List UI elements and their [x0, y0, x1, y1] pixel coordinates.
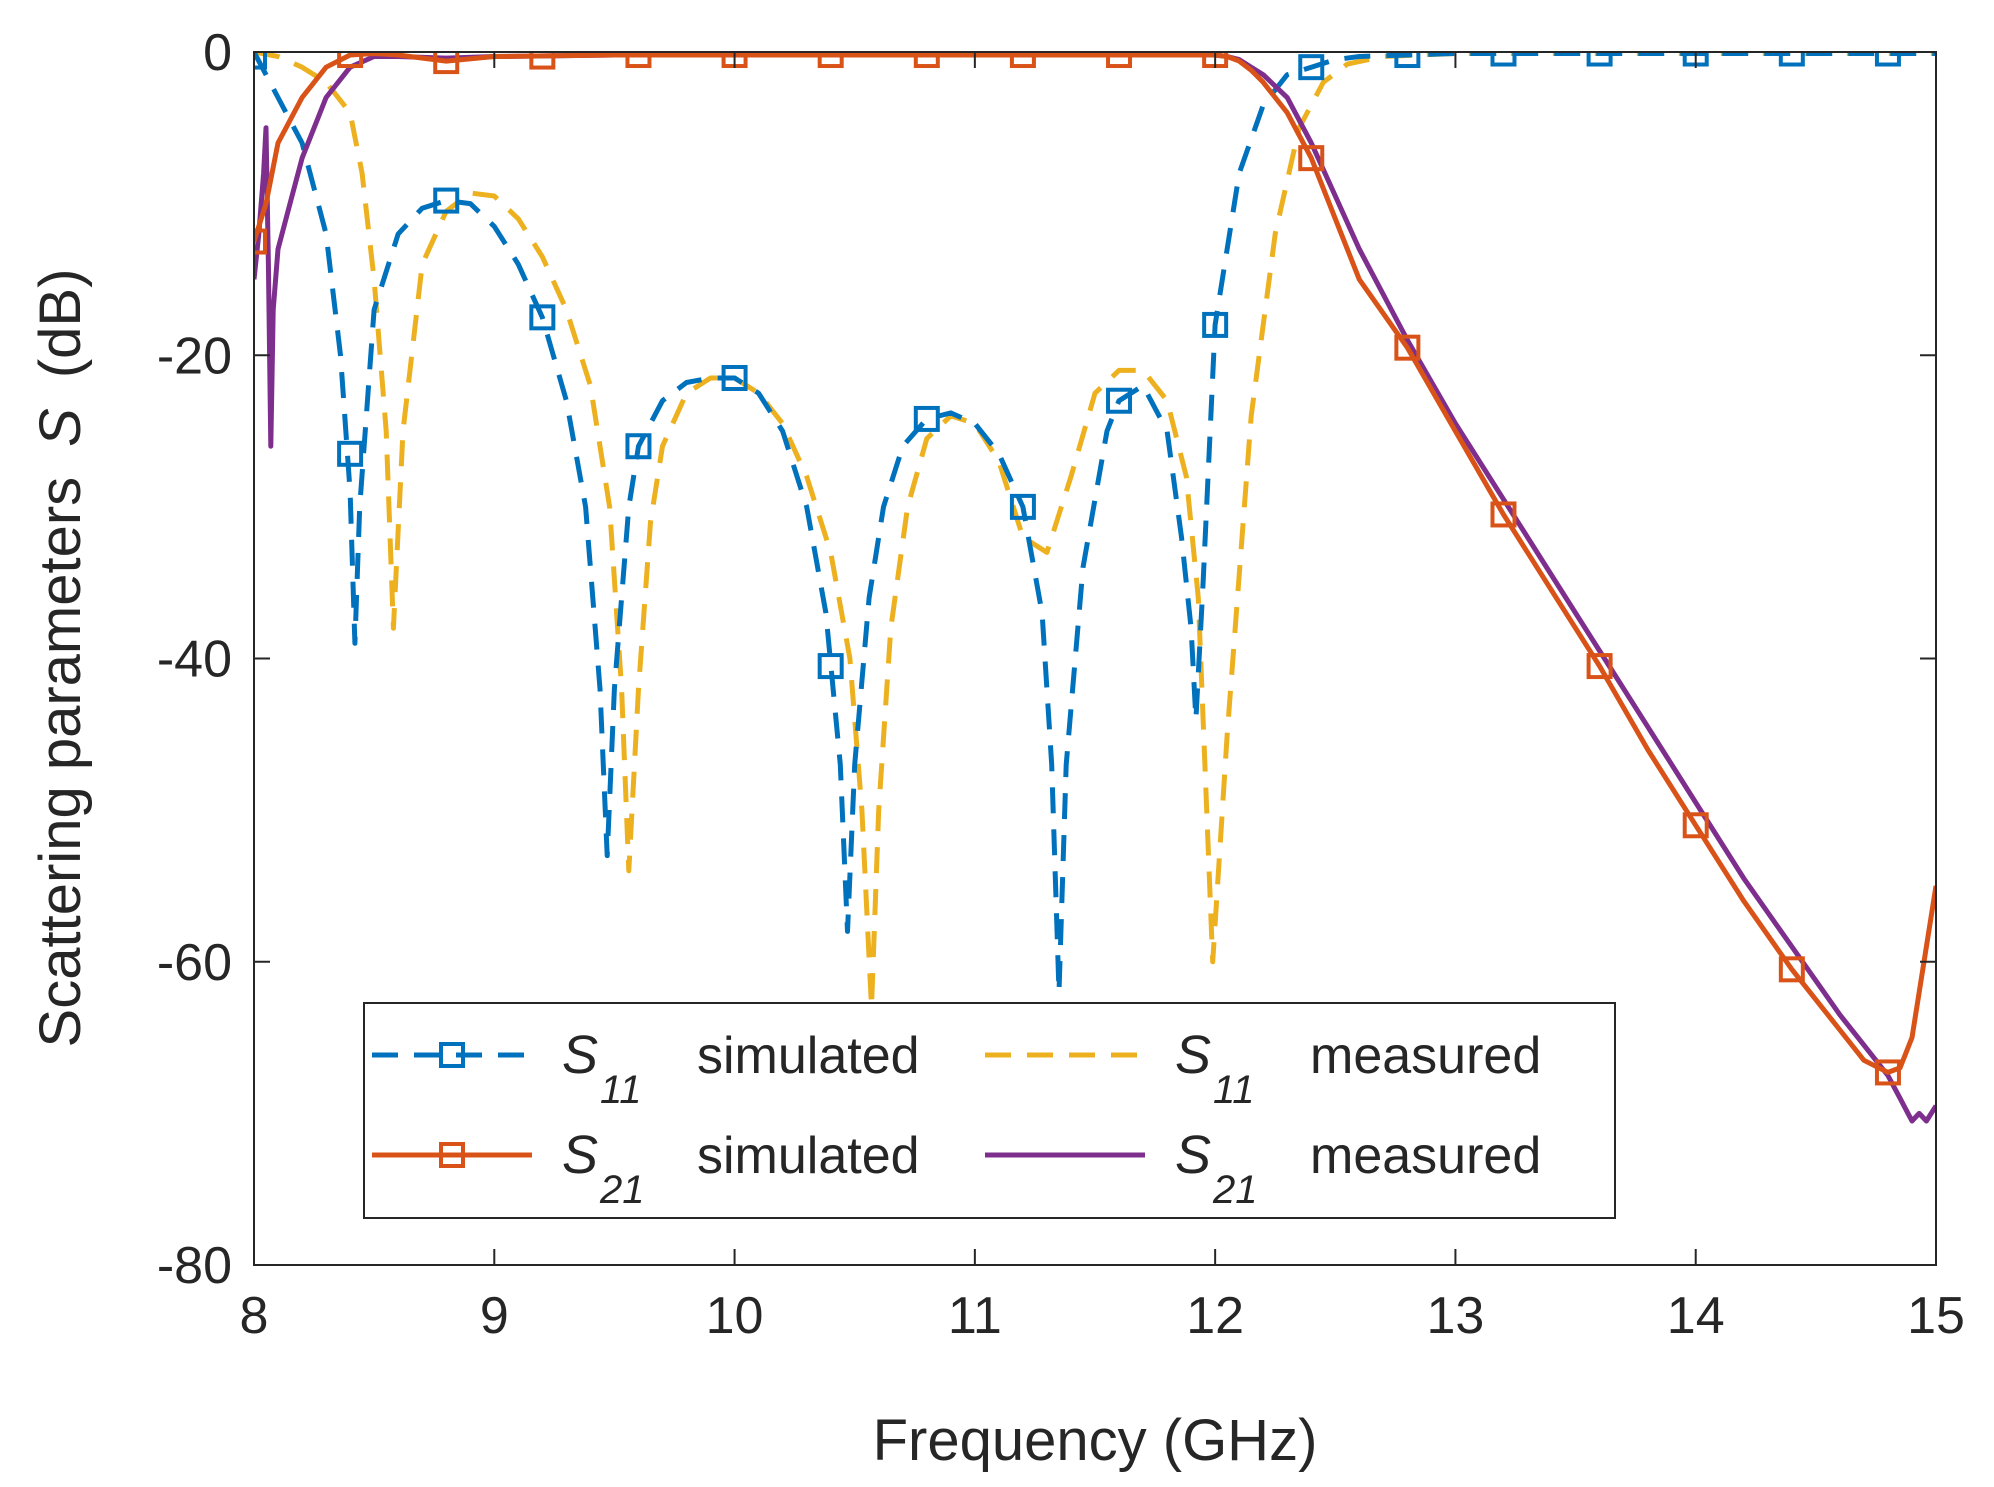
y-tick-label: -80 — [157, 1237, 232, 1295]
series-marker-s11-simulated — [254, 52, 267, 70]
y-axis-title-symbol: S — [28, 408, 93, 447]
x-tick-label: 15 — [1907, 1287, 1965, 1345]
y-axis-title: Scattering parameters S (dB) — [28, 269, 93, 1048]
legend-marker-s21-simulated — [439, 1142, 465, 1168]
y-tick-label: 0 — [203, 24, 232, 82]
tick-labels: 8 9 10 11 12 13 14 15 0 -20 -40 -60 -80 — [157, 24, 1965, 1345]
series-marker-s21-simulated — [254, 228, 267, 255]
x-tick-label: 14 — [1667, 1287, 1725, 1345]
series-marker-s21-simulated — [433, 52, 460, 75]
x-tick-label: 10 — [706, 1287, 764, 1345]
legend-subscript: 11 — [600, 1068, 642, 1112]
y-axis-title-unit: (dB) — [28, 269, 93, 379]
series-marker-s11-simulated — [433, 187, 460, 214]
series-marker-s11-simulated — [1202, 311, 1229, 338]
series-marker-s21-simulated — [1490, 501, 1517, 528]
legend-desc: simulated — [697, 1127, 920, 1185]
series-marker-s11-simulated — [529, 304, 556, 331]
x-axis-title: Frequency (GHz) — [873, 1408, 1318, 1473]
legend-subscript: 21 — [1212, 1168, 1258, 1212]
series-marker-s21-simulated — [913, 52, 940, 69]
legend-symbol: S — [562, 1025, 598, 1085]
y-axis-title-main: Scattering parameters — [28, 477, 93, 1048]
legend-desc: simulated — [697, 1027, 920, 1085]
x-tick-label: 8 — [240, 1287, 269, 1345]
series-marker-s21-simulated — [529, 52, 556, 70]
series-marker-s11-simulated — [1874, 52, 1901, 67]
legend-entry-s11-measured: S11 measured — [985, 1025, 1541, 1112]
legend-entry-s11-simulated: S11 simulated — [372, 1025, 920, 1112]
legend-desc: measured — [1310, 1027, 1541, 1085]
legend-entry-s21-measured: S21 measured — [985, 1125, 1541, 1212]
series-marker-s11-simulated — [1586, 52, 1613, 67]
series-line-s11-simulated — [254, 52, 1936, 995]
series-marker-s21-simulated — [1394, 334, 1421, 361]
series-marker-s11-simulated — [1106, 387, 1133, 414]
legend-box — [363, 1002, 1616, 1219]
series-marker-s21-simulated — [1106, 52, 1133, 69]
series-marker-s11-simulated — [721, 364, 748, 391]
series-marker-s21-simulated — [817, 52, 844, 69]
x-tick-label: 9 — [480, 1287, 509, 1345]
series-marker-s21-simulated — [1586, 653, 1613, 680]
y-tick-label: -60 — [157, 934, 232, 992]
series-marker-s11-simulated — [913, 405, 940, 432]
series-line-s11-measured — [254, 52, 1936, 1010]
series-marker-s21-simulated — [1009, 52, 1036, 69]
legend-symbol: S — [1175, 1125, 1211, 1185]
series-marker-s21-simulated — [1778, 956, 1805, 983]
legend-desc: measured — [1310, 1127, 1541, 1185]
axis-ticks — [253, 51, 1937, 1266]
series-marker-s11-simulated — [1778, 52, 1805, 67]
series-marker-s11-simulated — [1009, 493, 1036, 520]
series-marker-s11-simulated — [625, 433, 652, 460]
y-axis-title-text: Scattering parameters S (dB) — [28, 269, 93, 1048]
series-marker-s11-simulated — [1298, 54, 1325, 81]
y-tick-label: -40 — [157, 631, 232, 689]
x-tick-label: 11 — [948, 1287, 1002, 1345]
legend-subscript: 11 — [1213, 1068, 1255, 1112]
series-layer — [254, 52, 1936, 1124]
x-tick-label: 12 — [1186, 1287, 1244, 1345]
series-marker-s21-simulated — [1682, 812, 1709, 839]
series-marker-s21-simulated — [625, 52, 652, 69]
legend-subscript: 21 — [599, 1168, 645, 1212]
series-marker-s11-simulated — [817, 653, 844, 680]
legend-marker-s11-simulated — [439, 1042, 465, 1068]
series-marker-s11-simulated — [337, 440, 364, 467]
legend-entry-s21-simulated: S21 simulated — [372, 1125, 920, 1212]
legend-symbol: S — [1175, 1025, 1211, 1085]
series-marker-s11-simulated — [1490, 52, 1517, 67]
series-marker-s21-simulated — [337, 52, 364, 69]
series-marker-s21-simulated — [1874, 1059, 1901, 1086]
x-tick-label: 13 — [1427, 1287, 1485, 1345]
series-marker-s21-simulated — [1298, 145, 1325, 172]
series-marker-s11-simulated — [1394, 52, 1421, 69]
y-tick-label: -20 — [157, 327, 232, 385]
legend-symbol: S — [562, 1125, 598, 1185]
